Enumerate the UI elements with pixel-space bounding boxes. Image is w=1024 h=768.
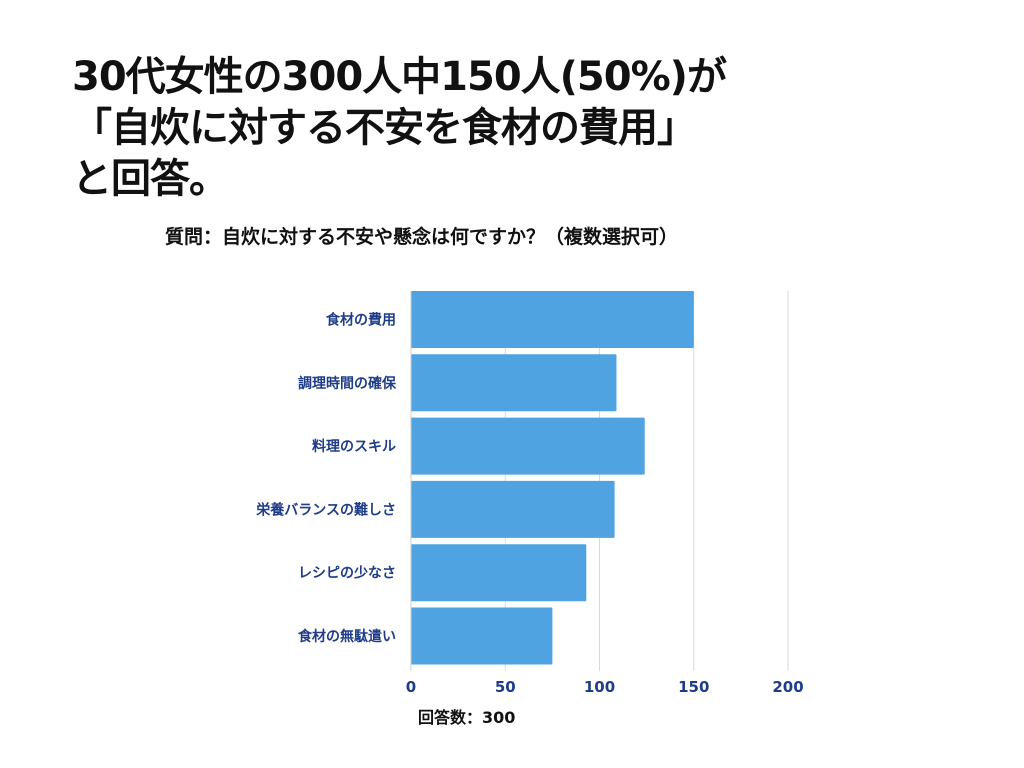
x-tick-label: 200 (772, 678, 803, 696)
category-label: 栄養バランスの難しさ (255, 501, 396, 518)
category-label: 調理時間の確保 (298, 375, 397, 392)
x-tick-label: 50 (495, 678, 516, 696)
x-tick-label: 0 (406, 678, 416, 696)
x-axis-label: 回答数：300 (418, 708, 516, 727)
x-tick-label: 150 (678, 678, 709, 696)
category-label: レシピの少なさ (298, 565, 396, 582)
headline-line-1: 30代女性の300人中150人(50%)が (72, 54, 727, 100)
bar (411, 480, 615, 538)
bar (411, 544, 587, 602)
x-tick-label: 100 (584, 678, 615, 696)
headline: 30代女性の300人中150人(50%)が 「自炊に対する不安を食材の費用」 と… (72, 52, 972, 205)
category-label: 料理のスキル (312, 438, 396, 455)
bar (411, 417, 645, 475)
headline-line-3: と回答。 (72, 156, 229, 202)
bar (411, 291, 694, 348)
category-label: 食材の無駄遣い (298, 628, 396, 645)
survey-question: 質問：自炊に対する不安や懸念は何ですか？（複数選択可） (165, 226, 679, 248)
bar (411, 607, 553, 665)
category-label: 食材の費用 (326, 312, 396, 329)
bar (411, 354, 617, 412)
headline-line-2: 「自炊に対する不安を食材の費用」 (72, 105, 697, 151)
